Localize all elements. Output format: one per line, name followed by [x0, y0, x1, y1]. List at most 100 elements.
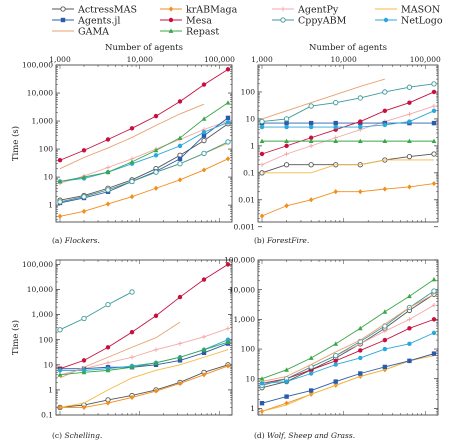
- data-point: [308, 162, 314, 168]
- data-point: [259, 213, 265, 219]
- data-point: [153, 388, 159, 394]
- legend-entry-repast: Repast: [160, 26, 219, 37]
- data-point: [358, 119, 363, 124]
- data-point: [177, 380, 183, 387]
- data-point: [81, 194, 87, 200]
- legend-marker: [168, 17, 174, 23]
- data-point: [284, 151, 289, 157]
- data-point: [284, 124, 289, 130]
- legend-label: GAMA: [78, 26, 109, 37]
- plot-frame: [55, 259, 233, 416]
- data-point: [81, 358, 87, 363]
- data-point: [431, 351, 437, 356]
- data-point: [57, 368, 63, 373]
- series-line: [261, 105, 435, 166]
- data-point: [333, 341, 339, 346]
- series-line: [59, 123, 229, 201]
- data-point: [431, 120, 437, 126]
- x-tick-label: 1,000: [49, 55, 71, 64]
- y-tick-label: 10,000: [229, 285, 255, 294]
- data-point: [177, 156, 183, 161]
- series-agents-jl: [57, 341, 231, 371]
- data-point: [81, 174, 87, 180]
- data-point: [284, 143, 289, 149]
- data-point: [81, 404, 87, 411]
- legend-entry-agentpy: AgentPy: [272, 4, 339, 15]
- data-point: [431, 277, 437, 282]
- data-point: [407, 111, 412, 117]
- data-point: [105, 301, 111, 308]
- data-point: [105, 367, 111, 373]
- data-point: [431, 89, 437, 95]
- data-point: [129, 364, 135, 370]
- data-point: [333, 352, 339, 359]
- series-line: [59, 364, 229, 408]
- series-line: [59, 103, 205, 170]
- data-point: [201, 347, 207, 352]
- y-tick-label: 1: [48, 201, 53, 210]
- data-point: [129, 355, 135, 360]
- y-tick-label: 1: [48, 386, 53, 395]
- data-point: [177, 177, 183, 183]
- data-point: [225, 262, 231, 267]
- data-point: [259, 151, 265, 157]
- data-point: [357, 95, 363, 101]
- data-point: [358, 189, 363, 195]
- series-agentpy: [57, 326, 231, 377]
- series-line: [59, 102, 229, 182]
- data-point: [177, 99, 183, 104]
- series-mesa: [57, 262, 231, 371]
- series-line: [59, 328, 229, 376]
- y-tick-label: 10,000: [27, 285, 53, 294]
- series-line: [262, 110, 435, 128]
- y-tick-label: 0.01: [238, 195, 255, 204]
- panel-caption: (b) ForestFire.: [254, 236, 309, 245]
- y-tick-label: 100: [241, 88, 256, 97]
- y-tick-label: 10: [43, 173, 53, 182]
- series-agentpy: [259, 103, 437, 167]
- series-line: [59, 158, 229, 217]
- data-point: [333, 362, 338, 367]
- data-point: [225, 363, 231, 369]
- y-tick-label: 1: [250, 404, 255, 413]
- legend-marker: [280, 17, 286, 23]
- caption-title: Wolf, Sheep and Grass.: [267, 431, 355, 440]
- data-point: [105, 201, 111, 207]
- data-point: [333, 124, 338, 130]
- series-netlogo: [259, 330, 437, 386]
- data-point: [407, 317, 412, 322]
- data-point: [153, 113, 159, 119]
- panel-b: 0.001 0.01 0.1 1 10 100 1,000 10,000 100,000 Numb…: [234, 43, 441, 245]
- data-point: [81, 369, 87, 375]
- data-point: [382, 309, 388, 314]
- x-tick-label: 10,000: [127, 55, 153, 64]
- data-point: [57, 158, 63, 163]
- data-point: [129, 394, 135, 401]
- data-point: [177, 294, 183, 300]
- caption-prefix: (b): [254, 236, 267, 245]
- panel-c: 0.1 1 10 100 1,000 10,000 100,000 Time (s) (c) S…: [10, 259, 233, 440]
- series-repast: [57, 100, 231, 184]
- series-agents-jl: [259, 351, 437, 406]
- data-point: [201, 150, 207, 157]
- series-line: [261, 183, 435, 217]
- data-point: [57, 199, 63, 205]
- data-point: [333, 189, 338, 195]
- legend-marker: [168, 6, 174, 12]
- series-line: [261, 355, 435, 412]
- data-point: [407, 119, 412, 124]
- series-line: [261, 78, 385, 120]
- series-mesa: [57, 67, 231, 163]
- series-cppyabm: [259, 288, 437, 388]
- caption-title: Schelling.: [64, 431, 102, 440]
- data-point: [406, 84, 413, 90]
- data-point: [177, 161, 183, 167]
- y-tick-label: 100,000: [224, 256, 255, 265]
- series-cppyabm: [57, 139, 231, 205]
- data-point: [259, 124, 265, 130]
- series-line: [59, 120, 229, 184]
- panel-caption: (a) Flockers.: [52, 236, 100, 245]
- caption-prefix: (d): [254, 431, 267, 440]
- data-point: [284, 203, 289, 209]
